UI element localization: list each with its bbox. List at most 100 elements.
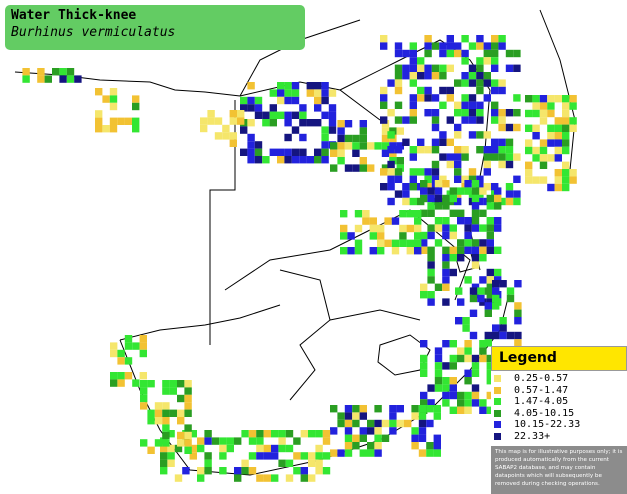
grid-cell — [427, 261, 435, 269]
grid-cell — [59, 68, 67, 76]
species-common-name: Water Thick-knee — [11, 8, 137, 23]
grid-cell — [417, 138, 425, 146]
grid-cell — [402, 197, 410, 206]
grid-cell — [484, 302, 492, 310]
grid-cell — [476, 57, 484, 65]
grid-cell — [147, 409, 155, 417]
grid-cell — [406, 247, 414, 255]
grid-cell — [314, 96, 322, 105]
grid-cell — [95, 117, 103, 125]
grid-cell — [321, 148, 329, 156]
grid-cell — [462, 324, 470, 332]
grid-cell — [471, 354, 480, 363]
grid-cell — [330, 427, 338, 435]
grid-cell — [446, 42, 454, 50]
grid-cell — [424, 94, 432, 102]
grid-cell — [162, 387, 170, 395]
grid-cell — [427, 254, 435, 262]
grid-cell — [479, 354, 487, 363]
grid-cell — [439, 175, 447, 183]
grid-cell — [367, 419, 375, 428]
grid-cell — [262, 156, 270, 164]
grid-cell — [66, 75, 75, 83]
grid-cell — [492, 331, 500, 340]
grid-cell — [464, 391, 472, 400]
grid-cell — [110, 379, 118, 387]
grid-cell — [359, 134, 367, 143]
grid-cell — [420, 283, 428, 291]
grid-cell — [514, 331, 522, 340]
grid-cell — [532, 95, 540, 103]
grid-cell — [132, 125, 140, 133]
grid-cell — [402, 72, 410, 80]
grid-cell — [457, 399, 465, 407]
grid-cell — [226, 444, 234, 453]
grid-cell — [547, 95, 555, 103]
grid-cell — [95, 110, 103, 118]
grid-cell — [285, 459, 294, 467]
grid-cell — [513, 175, 521, 183]
grid-cell — [418, 434, 427, 442]
grid-cell — [479, 399, 487, 407]
grid-cell — [284, 148, 292, 156]
grid-cell — [362, 217, 370, 225]
grid-cell — [505, 64, 514, 72]
grid-cell — [454, 153, 462, 161]
grid-cell — [562, 146, 570, 155]
grid-cell — [271, 452, 279, 460]
grid-cell — [352, 134, 360, 143]
grid-cell — [132, 379, 140, 387]
grid-cell — [476, 146, 484, 154]
grid-cell — [200, 124, 208, 133]
grid-cell — [468, 116, 477, 124]
grid-cell — [418, 449, 427, 457]
grid-cell — [321, 111, 329, 119]
grid-cell — [162, 439, 170, 447]
grid-cell — [124, 335, 133, 343]
grid-cell — [471, 194, 480, 203]
grid-cell — [505, 49, 514, 58]
grid-cell — [431, 138, 440, 146]
grid-cell — [396, 419, 404, 428]
grid-cell — [492, 302, 500, 310]
grid-cell — [299, 104, 307, 112]
grid-cell — [471, 217, 480, 225]
grid-cell — [454, 101, 462, 109]
grid-cell — [285, 444, 294, 453]
grid-cell — [554, 169, 562, 177]
grid-cell — [414, 217, 422, 225]
grid-cell — [491, 57, 499, 65]
grid-cell — [562, 183, 570, 192]
grid-cell — [321, 133, 329, 142]
grid-cell — [532, 132, 540, 140]
grid-cell — [394, 116, 403, 124]
grid-cell — [449, 254, 457, 262]
grid-cell — [409, 72, 417, 80]
grid-cell — [402, 183, 410, 191]
grid-cell — [174, 444, 183, 453]
grid-cell — [117, 117, 125, 125]
grid-cell — [479, 340, 487, 348]
grid-cell — [469, 331, 478, 340]
grid-cell — [439, 64, 447, 72]
grid-cell — [439, 72, 447, 80]
grid-cell — [140, 439, 148, 447]
grid-cell — [359, 164, 367, 172]
grid-cell — [431, 146, 440, 154]
grid-cell — [306, 119, 314, 127]
grid-cell — [547, 102, 555, 110]
grid-cell — [306, 156, 314, 164]
grid-cell — [486, 377, 494, 385]
grid-cell — [256, 452, 264, 460]
grid-cell — [359, 405, 367, 413]
grid-cell — [391, 217, 400, 225]
grid-cell — [539, 102, 548, 110]
grid-cell — [277, 148, 285, 156]
grid-cell — [420, 369, 428, 377]
legend-panel: Legend 0.25-0.57 0.57-1.47 1.47-4.05 4.0… — [491, 346, 627, 494]
grid-cell — [424, 64, 432, 72]
grid-cell — [554, 146, 562, 155]
grid-cell — [491, 42, 499, 50]
grid-cell — [491, 101, 499, 109]
grid-cell — [352, 405, 360, 413]
